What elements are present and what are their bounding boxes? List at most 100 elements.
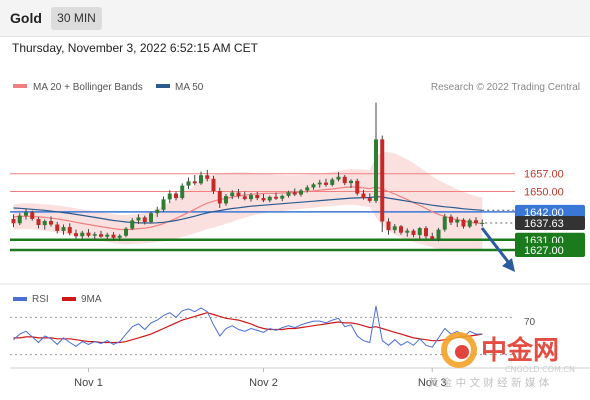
watermark: 中金网 黄 金 中 文 财 经 新 媒 体 CNGOLD.COM.CN: [428, 332, 575, 389]
candle-body-29: [192, 181, 197, 184]
candle-body-35: [230, 192, 235, 197]
rsi-panel: [10, 306, 515, 356]
candle-body-18: [124, 228, 128, 236]
candle-body-3: [30, 212, 35, 219]
candle-body-4: [36, 218, 41, 226]
candle-body-27: [180, 185, 185, 199]
level-label-1657.00: 1657.00: [524, 169, 564, 181]
candlesticks: [11, 102, 485, 242]
level-label-1627.00: 1627.00: [524, 245, 564, 257]
rsi-ma9-line: [13, 312, 483, 344]
timestamp-text: Thursday, November 3, 2022 6:52:15 AM CE…: [12, 41, 258, 55]
rsi-level-70-label: 70: [524, 317, 536, 328]
candle-body-13: [92, 234, 97, 236]
candle-body-9: [67, 227, 72, 234]
candle-body-17: [117, 235, 122, 238]
candle-body-59: [380, 139, 385, 222]
candle-body-69: [442, 216, 447, 230]
candle-body-72: [461, 219, 466, 227]
candle-body-52: [336, 176, 341, 180]
candle-body-54: [349, 180, 353, 184]
candle-body-51: [330, 179, 335, 185]
candle-body-26: [174, 193, 178, 199]
moving-averages: [13, 186, 515, 231]
watermark-brand: 中金网: [481, 335, 559, 366]
candle-body-40: [261, 198, 266, 201]
candle-body-55: [355, 180, 360, 194]
price-panel: 1657.001650.001642.001631.001627.001637.…: [10, 102, 585, 272]
ma20-legend-label: MA 20 + Bollinger Bands: [33, 82, 143, 93]
symbol-title: Gold: [10, 10, 42, 26]
rsi-line: [13, 306, 483, 348]
candle-body-36: [236, 192, 241, 197]
rsi-ma-legend-swatch: [62, 297, 76, 301]
candle-body-57: [367, 198, 372, 201]
candle-body-22: [149, 213, 153, 222]
projection-arrow: [480, 227, 515, 272]
ma20-legend-swatch: [13, 84, 27, 88]
ma50-legend-label: MA 50: [175, 82, 204, 93]
rsi-legend-swatch: [13, 297, 27, 301]
candle-body-30: [199, 175, 203, 184]
candle-body-34: [224, 196, 228, 204]
level-label-1642.00: 1642.00: [524, 207, 564, 219]
x-tick-label-2: Nov 3: [418, 377, 447, 389]
candle-body-1: [17, 215, 22, 224]
candle-body-39: [255, 195, 260, 199]
last-price-tag: [515, 215, 585, 230]
rsi-legend-label: RSI: [32, 294, 49, 305]
watermark-subtitle: 黄 金 中 文 财 经 新 媒 体: [428, 376, 550, 389]
timeframe-button[interactable]: 30 MIN: [51, 7, 102, 30]
candle-body-19: [130, 220, 135, 229]
candle-body-48: [311, 184, 316, 188]
candle-body-71: [455, 219, 460, 223]
candle-body-16: [111, 234, 116, 238]
candle-body-32: [211, 178, 216, 191]
candle-body-47: [305, 187, 310, 191]
candle-body-33: [217, 190, 222, 204]
candle-body-73: [467, 220, 472, 227]
candle-body-8: [61, 227, 66, 231]
candle-body-66: [424, 228, 428, 237]
candle-body-50: [324, 182, 328, 185]
candle-body-24: [161, 199, 166, 210]
arrow-head: [502, 258, 515, 272]
candle-body-14: [99, 234, 103, 237]
candle-body-64: [411, 230, 416, 235]
candle-body-70: [449, 216, 453, 223]
candle-body-37: [242, 196, 247, 200]
candle-body-20: [136, 217, 141, 221]
candle-body-75: [480, 222, 485, 224]
candle-body-42: [274, 196, 278, 199]
candle-body-38: [249, 195, 253, 200]
candle-body-15: [105, 234, 110, 237]
candle-body-7: [55, 224, 60, 231]
x-tick-label-1: Nov 2: [249, 377, 278, 389]
level-label-1650.00: 1650.00: [524, 187, 564, 199]
candle-body-43: [280, 195, 285, 199]
candle-body-25: [167, 193, 172, 200]
x-axis: Nov 1 Nov 2 Nov 3: [74, 368, 447, 389]
candle-body-6: [49, 220, 53, 225]
candle-body-67: [430, 236, 435, 239]
candle-body-65: [417, 228, 422, 235]
price-levels: [10, 173, 515, 252]
candle-body-2: [24, 212, 28, 216]
last-price-label: 1637.63: [524, 218, 564, 230]
candle-body-74: [474, 220, 478, 224]
candle-body-53: [342, 176, 347, 184]
candle-body-23: [155, 209, 160, 214]
watermark-logo-icon: [441, 332, 477, 368]
arrow-shaft: [480, 227, 511, 264]
ma50-line: [13, 195, 483, 224]
candle-body-31: [205, 175, 210, 179]
candle-body-45: [292, 192, 297, 195]
candle-body-62: [399, 226, 403, 233]
candle-body-60: [386, 221, 391, 231]
candle-body-5: [42, 220, 47, 226]
candle-body-68: [436, 229, 441, 239]
candle-body-41: [267, 196, 272, 201]
ma50-legend-swatch: [156, 84, 170, 88]
rsi-ma-legend-label: 9MA: [81, 294, 102, 305]
